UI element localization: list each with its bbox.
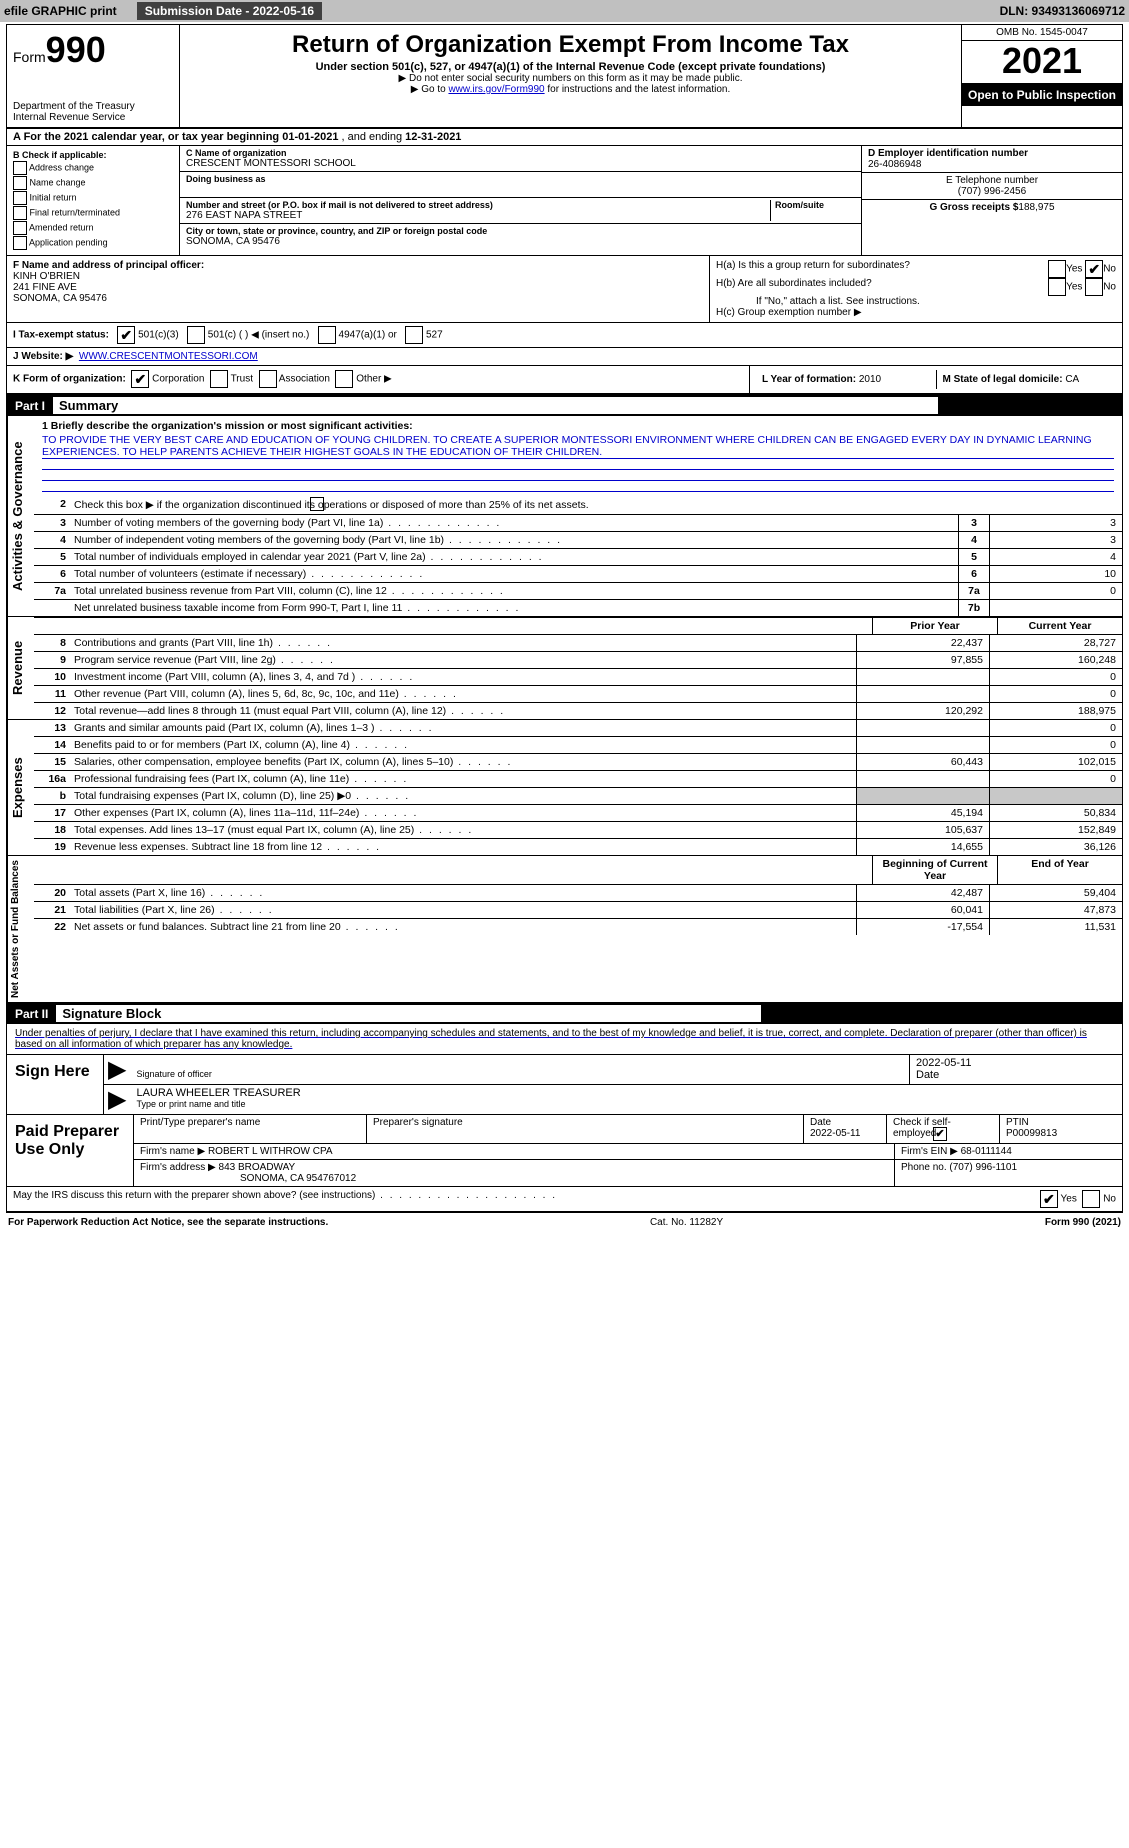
table-row: 9 Program service revenue (Part VIII, li…: [34, 652, 1122, 669]
row-a: A For the 2021 calendar year, or tax yea…: [7, 129, 1122, 146]
table-row: 3 Number of voting members of the govern…: [34, 515, 1122, 532]
header-left: Form990 Department of the Treasury Inter…: [7, 25, 180, 127]
table-row: b Total fundraising expenses (Part IX, c…: [34, 788, 1122, 805]
arrow-icon: ▶: [104, 1085, 130, 1114]
table-row: 16a Professional fundraising fees (Part …: [34, 771, 1122, 788]
top-bar: efile GRAPHIC print Submission Date - 20…: [0, 0, 1129, 22]
chk-sub-yes[interactable]: [1048, 278, 1066, 296]
chk-amended[interactable]: [13, 221, 27, 235]
chk-other[interactable]: [335, 370, 353, 388]
website-link[interactable]: WWW.CRESCENTMONTESSORI.COM: [79, 351, 258, 362]
chk-4947[interactable]: [318, 326, 336, 344]
section-expenses: Expenses 13 Grants and similar amounts p…: [7, 720, 1122, 856]
table-row: 15 Salaries, other compensation, employe…: [34, 754, 1122, 771]
table-row: 12 Total revenue—add lines 8 through 11 …: [34, 703, 1122, 719]
row-f-h: F Name and address of principal officer:…: [7, 256, 1122, 323]
table-row: 13 Grants and similar amounts paid (Part…: [34, 720, 1122, 737]
chk-sub-no[interactable]: [1085, 278, 1103, 296]
sign-here-block: Sign Here ▶ Signature of officer 2022-05…: [7, 1055, 1122, 1115]
chk-corp[interactable]: [131, 370, 149, 388]
footer: For Paperwork Reduction Act Notice, see …: [0, 1215, 1129, 1230]
header-row: Form990 Department of the Treasury Inter…: [7, 25, 1122, 129]
chk-pending[interactable]: [13, 236, 27, 250]
irs-link[interactable]: www.irs.gov/Form990: [448, 84, 544, 95]
table-row: 18 Total expenses. Add lines 13–17 (must…: [34, 822, 1122, 839]
table-row: 21 Total liabilities (Part X, line 26) 6…: [34, 902, 1122, 919]
submission-badge: Submission Date - 2022-05-16: [137, 2, 322, 20]
chk-group-yes[interactable]: [1048, 260, 1066, 278]
table-row: 7a Total unrelated business revenue from…: [34, 583, 1122, 600]
col-h: H(a) Is this a group return for subordin…: [710, 256, 1122, 322]
chk-l2[interactable]: [310, 497, 324, 511]
form-title: Return of Organization Exempt From Incom…: [186, 31, 955, 59]
col-c: C Name of organization CRESCENT MONTESSO…: [180, 146, 861, 255]
section-governance: Activities & Governance 1 Briefly descri…: [7, 416, 1122, 617]
chk-discuss-yes[interactable]: [1040, 1190, 1058, 1208]
discuss-row: May the IRS discuss this return with the…: [7, 1187, 1122, 1212]
table-row: 10 Investment income (Part VIII, column …: [34, 669, 1122, 686]
table-row: 4 Number of independent voting members o…: [34, 532, 1122, 549]
dln-label: DLN: 93493136069712: [1000, 4, 1125, 18]
section-revenue: Revenue Prior Year Current Year 8 Contri…: [7, 617, 1122, 720]
table-row: 6 Total number of volunteers (estimate i…: [34, 566, 1122, 583]
table-row: 14 Benefits paid to or for members (Part…: [34, 737, 1122, 754]
table-row: 20 Total assets (Part X, line 16) 42,487…: [34, 885, 1122, 902]
block-b-c-d: B Check if applicable: Address change Na…: [7, 146, 1122, 256]
chk-527[interactable]: [405, 326, 423, 344]
chk-name[interactable]: [13, 176, 27, 190]
section-net-assets: Net Assets or Fund Balances Beginning of…: [7, 856, 1122, 1003]
form-body: Form990 Department of the Treasury Inter…: [6, 24, 1123, 1213]
table-row: 19 Revenue less expenses. Subtract line …: [34, 839, 1122, 855]
table-row: 11 Other revenue (Part VIII, column (A),…: [34, 686, 1122, 703]
chk-trust[interactable]: [210, 370, 228, 388]
table-row: Net unrelated business taxable income fr…: [34, 600, 1122, 616]
row-k: K Form of organization: Corporation Trus…: [7, 366, 1122, 395]
chk-final[interactable]: [13, 206, 27, 220]
efile-label: efile GRAPHIC print: [4, 4, 117, 18]
chk-address[interactable]: [13, 161, 27, 175]
table-row: 5 Total number of individuals employed i…: [34, 549, 1122, 566]
paid-preparer-block: Paid Preparer Use Only Print/Type prepar…: [7, 1115, 1122, 1187]
chk-501c3[interactable]: [117, 326, 135, 344]
chk-discuss-no[interactable]: [1082, 1190, 1100, 1208]
chk-initial[interactable]: [13, 191, 27, 205]
table-row: 8 Contributions and grants (Part VIII, l…: [34, 635, 1122, 652]
col-b: B Check if applicable: Address change Na…: [7, 146, 180, 255]
row-i: I Tax-exempt status: 501(c)(3) 501(c) ( …: [7, 323, 1122, 348]
chk-501c[interactable]: [187, 326, 205, 344]
header-mid: Return of Organization Exempt From Incom…: [180, 25, 961, 127]
part-2-header: Part II Signature Block: [7, 1003, 1122, 1024]
col-d: D Employer identification number 26-4086…: [861, 146, 1122, 255]
arrow-icon: ▶: [104, 1055, 130, 1084]
part-1-header: Part I Summary: [7, 395, 1122, 416]
row-j: J Website: ▶ WWW.CRESCENTMONTESSORI.COM: [7, 348, 1122, 366]
table-row: 22 Net assets or fund balances. Subtract…: [34, 919, 1122, 935]
mission-block: 1 Briefly describe the organization's mi…: [34, 416, 1122, 496]
header-right: OMB No. 1545-0047 2021 Open to Public In…: [961, 25, 1122, 127]
chk-self-employed[interactable]: [933, 1127, 947, 1141]
declaration-text: Under penalties of perjury, I declare th…: [7, 1024, 1122, 1055]
chk-assoc[interactable]: [259, 370, 277, 388]
chk-group-no[interactable]: [1085, 260, 1103, 278]
table-row: 17 Other expenses (Part IX, column (A), …: [34, 805, 1122, 822]
col-f: F Name and address of principal officer:…: [7, 256, 710, 322]
